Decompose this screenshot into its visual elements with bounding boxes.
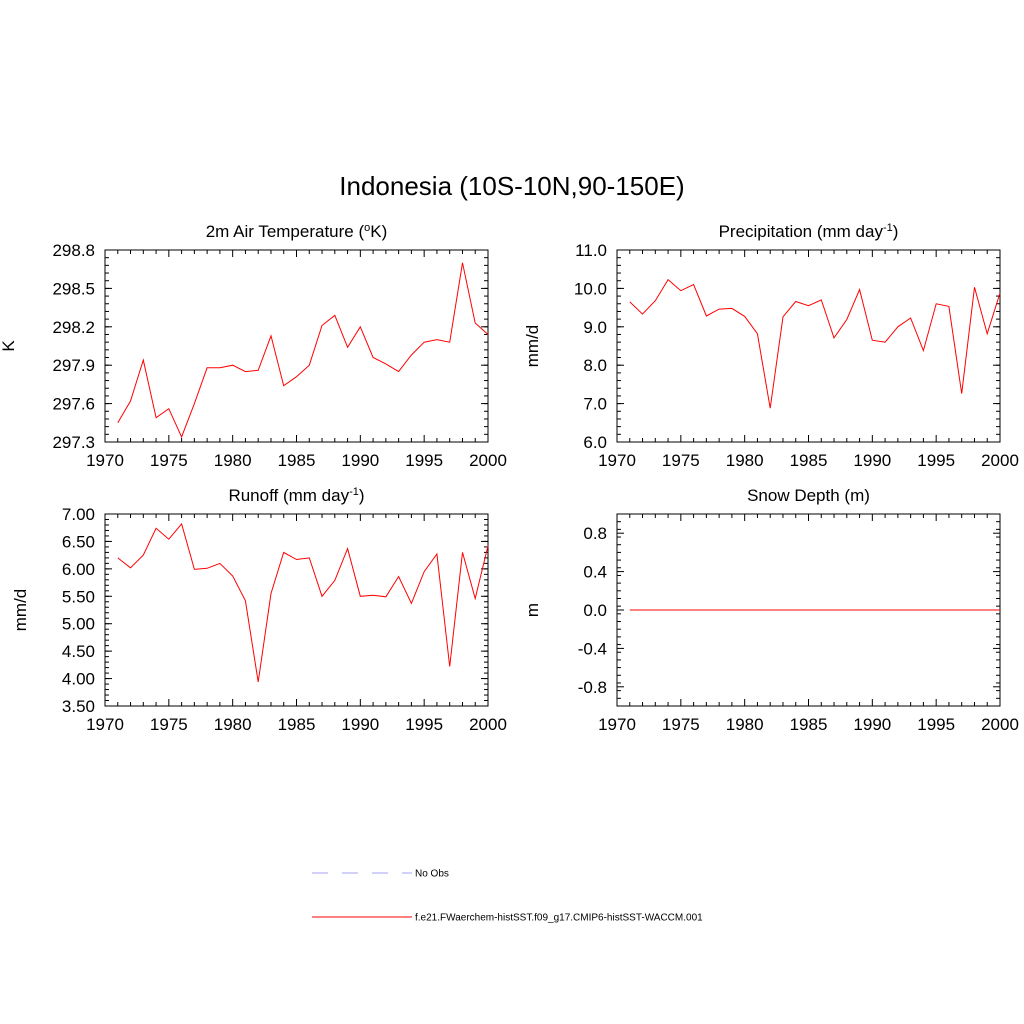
y-tick-label: 8.0 [583, 356, 607, 375]
x-tick-label: 1985 [278, 715, 316, 734]
x-tick-label: 1970 [598, 715, 636, 734]
panel-title-tail: ) [893, 222, 899, 241]
y-tick-label: 298.2 [52, 318, 95, 337]
panel-title-superscript: o [364, 222, 370, 234]
y-tick-label: 4.00 [62, 670, 95, 689]
y-tick-label: 0.0 [583, 601, 607, 620]
x-tick-label: 1975 [150, 715, 188, 734]
x-tick-label: 1970 [86, 715, 124, 734]
plot-frame [616, 249, 1001, 443]
figure-title: Indonesia (10S-10N,90-150E) [339, 171, 684, 201]
legend-obs-label: No Obs [415, 869, 449, 880]
panel-title-superscript: -1 [883, 222, 893, 234]
y-tick-label: 297.9 [52, 356, 95, 375]
chart-panel-1: 1970 1975 1980 1985 1990 1995 2000 297.3 297.6 29… [0, 222, 507, 470]
y-tick-label: 5.00 [62, 615, 95, 634]
x-tick-label: 1980 [214, 715, 252, 734]
panel-title-main: Snow Depth (m) [747, 486, 870, 505]
x-tick-label: 2000 [981, 451, 1019, 470]
y-tick-label: 297.3 [52, 433, 95, 452]
x-tick-label: 2000 [469, 451, 507, 470]
chart-panel-3: 1970 1975 1980 1985 1990 1995 2000 3.50 4.00 4.50… [11, 486, 507, 734]
y-tick-label: 6.50 [62, 532, 95, 551]
chart-panel-4: 1970 1975 1980 1985 1990 1995 2000 -0.8 -0.4 0.0 0… [523, 486, 1019, 734]
y-tick-label: 298.5 [52, 279, 95, 298]
x-tick-label: 1995 [405, 451, 443, 470]
x-tick-label: 1980 [726, 715, 764, 734]
x-tick-label: 2000 [981, 715, 1019, 734]
x-tick-label: 1985 [790, 715, 828, 734]
panel-title-main: 2m Air Temperature ( [206, 222, 365, 241]
x-tick-label: 1985 [790, 451, 828, 470]
panel-title-main: Runoff (mm day [228, 486, 349, 505]
y-tick-label: 9.0 [583, 318, 607, 337]
y-tick-label: 4.50 [62, 642, 95, 661]
plot-frame [104, 513, 489, 707]
y-tick-label: -0.8 [578, 678, 607, 697]
y-tick-label: 3.50 [62, 697, 95, 716]
y-axis-label: mm/d [11, 589, 30, 632]
series-line [629, 278, 1001, 409]
y-tick-label: 297.6 [52, 395, 95, 414]
x-tick-label: 1975 [662, 451, 700, 470]
x-tick-label: 1990 [853, 451, 891, 470]
panel-title: Snow Depth (m) [747, 486, 870, 505]
panel-title-tail: K) [370, 222, 387, 241]
y-tick-label: 11.0 [575, 241, 607, 260]
x-tick-label: 1990 [341, 451, 379, 470]
panel-title-tail: ) [359, 486, 365, 505]
x-tick-label: 1995 [405, 715, 443, 734]
y-tick-label: 7.0 [583, 395, 607, 414]
y-tick-label: -0.4 [578, 639, 607, 658]
x-tick-label: 1995 [917, 715, 955, 734]
chart-panel-2: 1970 1975 1980 1985 1990 1995 2000 6.0 7.0 8.0 9.0… [523, 222, 1019, 470]
y-axis-label: m [523, 603, 542, 617]
legend: No Obs f.e21.FWaerchem-histSST.f09_g17.C… [312, 869, 703, 924]
y-tick-label: 10.0 [574, 279, 607, 298]
y-axis-label: K [0, 340, 18, 352]
panel-title: 2m Air Temperature (oK) [206, 222, 388, 241]
y-tick-label: 7.00 [62, 505, 95, 524]
x-tick-label: 1990 [853, 715, 891, 734]
x-tick-label: 1990 [341, 715, 379, 734]
x-tick-label: 2000 [469, 715, 507, 734]
y-tick-label: 298.8 [52, 241, 95, 260]
x-tick-label: 1975 [662, 715, 700, 734]
x-tick-label: 1980 [726, 451, 764, 470]
y-tick-label: 0.4 [583, 563, 607, 582]
x-tick-label: 1970 [86, 451, 124, 470]
y-tick-label: 0.8 [583, 524, 607, 543]
y-tick-label: 6.0 [583, 433, 607, 452]
y-axis-label: mm/d [523, 325, 542, 368]
x-tick-label: 1995 [917, 451, 955, 470]
series-line [117, 262, 489, 439]
panel-title-main: Precipitation (mm day [719, 222, 884, 241]
panel-title: Precipitation (mm day-1) [719, 222, 899, 241]
x-tick-label: 1985 [278, 451, 316, 470]
panel-title-superscript: -1 [349, 486, 359, 498]
x-tick-label: 1975 [150, 451, 188, 470]
x-tick-label: 1980 [214, 451, 252, 470]
series-line [117, 522, 489, 682]
legend-model-label: f.e21.FWaerchem-histSST.f09_g17.CMIP6-hi… [415, 913, 703, 924]
y-tick-label: 6.00 [62, 560, 95, 579]
y-tick-label: 5.50 [62, 587, 95, 606]
panel-title: Runoff (mm day-1) [228, 486, 364, 505]
x-tick-label: 1970 [598, 451, 636, 470]
